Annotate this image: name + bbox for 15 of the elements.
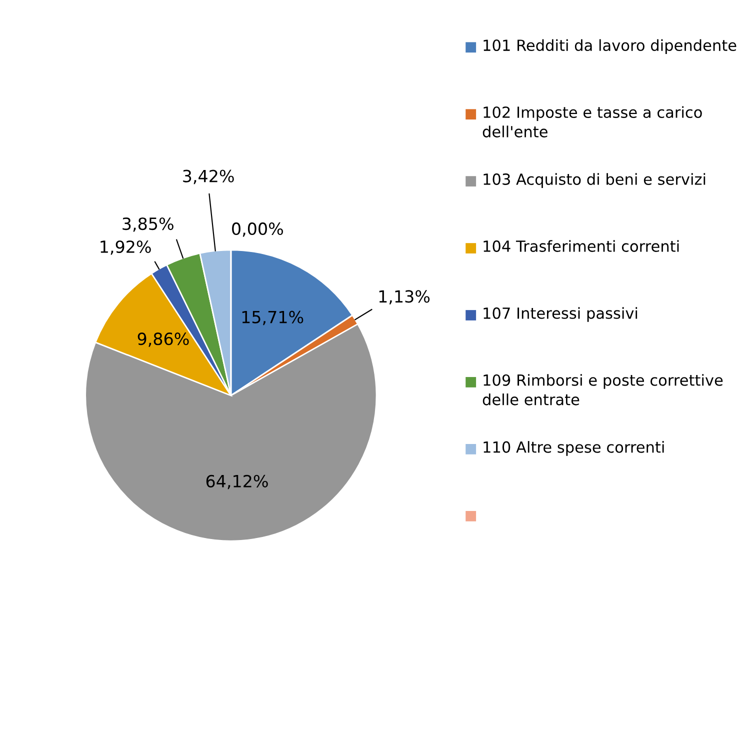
data-label: 9,86% bbox=[138, 332, 189, 347]
legend-label: 102 Imposte e tasse a carico dell'ente bbox=[482, 106, 702, 138]
legend-label: 103 Acquisto di beni e servizi bbox=[484, 173, 706, 188]
data-label: 1,92% bbox=[100, 240, 151, 255]
legend-label: 107 Interessi passivi bbox=[484, 307, 638, 322]
legend-label: 109 Rimborsi e poste correttive delle entrate bbox=[482, 374, 723, 406]
legend-label: 104 Trasferimenti correnti bbox=[484, 240, 679, 252]
legend-label: 101 Redditi da lavoro dipendente bbox=[484, 39, 736, 54]
data-label: 3,85% bbox=[122, 217, 174, 232]
data-label: 3,42% bbox=[183, 170, 234, 184]
data-label: 1,13% bbox=[379, 290, 430, 304]
data-label: 15,71% bbox=[242, 310, 304, 326]
text: 0,00% bbox=[232, 222, 283, 237]
data-label: 64,12% bbox=[206, 474, 268, 490]
legend-label: 110 Altre spese correnti bbox=[484, 441, 664, 456]
